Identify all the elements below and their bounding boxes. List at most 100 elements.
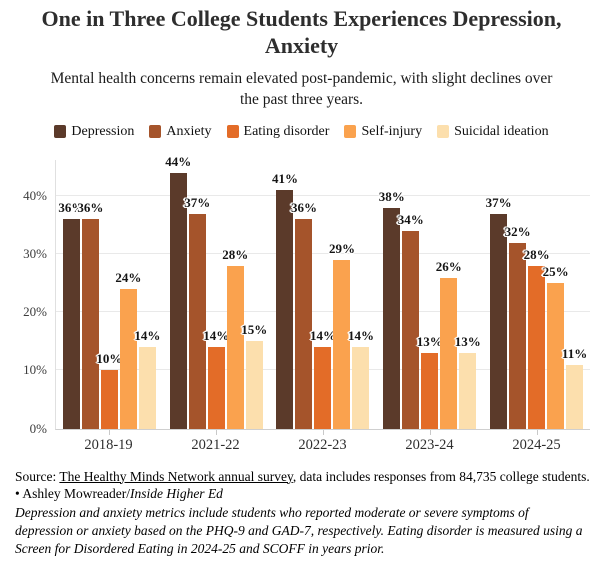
bar-eating-disorder-2023-24: 13% bbox=[417, 160, 443, 429]
bar-chart: 0% 10% 20% 30% 40% 36% 36% 10% 24% 14% 44% 37% 14% 28… bbox=[0, 154, 590, 454]
bar-value-label: 34% bbox=[397, 212, 424, 228]
bar-depression-2023-24: 38% bbox=[379, 160, 405, 429]
bar-depression-2018-19: 36% bbox=[58, 160, 84, 429]
x-axis-label-2024-25: 2024-25 bbox=[483, 429, 590, 454]
bar-rect-depression bbox=[62, 219, 80, 429]
legend-swatch-anxiety bbox=[149, 125, 162, 138]
bar-value-label: 36% bbox=[290, 200, 317, 216]
bar-rect-eating-disorder bbox=[207, 347, 225, 429]
legend-item-suicidal-ideation: Suicidal ideation bbox=[437, 123, 549, 140]
bar-depression-2021-22: 44% bbox=[165, 154, 191, 429]
bar-rect-depression bbox=[169, 173, 187, 429]
bar-eating-disorder-2021-22: 14% bbox=[203, 160, 229, 429]
bar-value-label: 36% bbox=[58, 200, 85, 216]
bar-value-label: 36% bbox=[77, 200, 104, 216]
source-link[interactable]: The Healthy Minds Network annual survey bbox=[59, 468, 293, 484]
bar-rect-suicidal-ideation bbox=[459, 353, 477, 429]
bar-rect-self-injury bbox=[119, 289, 137, 429]
bar-rect-suicidal-ideation bbox=[566, 364, 584, 429]
legend-label-eating-disorder: Eating disorder bbox=[243, 123, 330, 139]
legend: Depression Anxiety Eating disorder Self-inj… bbox=[0, 124, 603, 140]
chart-subtitle: Mental health concerns remain elevated p… bbox=[50, 69, 553, 108]
x-axis-tick bbox=[536, 429, 538, 435]
bar-suicidal-ideation-2018-19: 14% bbox=[134, 160, 160, 429]
bar-anxiety-2021-22: 37% bbox=[184, 160, 210, 429]
bar-self-injury-2022-23: 29% bbox=[329, 160, 355, 429]
bar-value-label: 14% bbox=[309, 328, 336, 344]
bar-eating-disorder-2024-25: 28% bbox=[524, 160, 550, 429]
bar-depression-2024-25: 37% bbox=[486, 160, 512, 429]
bar-anxiety-2018-19: 36% bbox=[77, 160, 103, 429]
bar-self-injury-2023-24: 26% bbox=[436, 160, 462, 429]
footer: Source: The Healthy Minds Network annual… bbox=[15, 468, 590, 558]
x-axis-tick bbox=[108, 429, 110, 435]
group-2018-19: 36% 36% 10% 24% 14% bbox=[56, 160, 163, 429]
bar-rect-self-injury bbox=[547, 283, 565, 429]
x-axis-tick bbox=[322, 429, 324, 435]
bar-rect-eating-disorder bbox=[314, 347, 332, 429]
bar-suicidal-ideation-2024-25: 11% bbox=[562, 160, 587, 429]
bar-suicidal-ideation-2021-22: 15% bbox=[241, 160, 267, 429]
bar-value-label: 28% bbox=[222, 246, 249, 262]
bar-suicidal-ideation-2022-23: 14% bbox=[348, 160, 374, 429]
bar-self-injury-2021-22: 28% bbox=[222, 160, 248, 429]
bar-rect-suicidal-ideation bbox=[245, 341, 263, 429]
bar-rect-suicidal-ideation bbox=[138, 347, 156, 429]
bar-self-injury-2024-25: 25% bbox=[543, 160, 569, 429]
bar-anxiety-2023-24: 34% bbox=[398, 160, 424, 429]
bar-value-label: 41% bbox=[271, 171, 298, 187]
bar-value-label: 37% bbox=[184, 194, 211, 210]
group-2021-22: 44% 37% 14% 28% 15% bbox=[163, 154, 270, 429]
group-2024-25: 37% 32% 28% 25% 11% bbox=[483, 160, 590, 429]
bar-value-label: 14% bbox=[347, 328, 374, 344]
x-axis-label-2022-23: 2022-23 bbox=[269, 429, 376, 454]
source-line: Source: The Healthy Minds Network annual… bbox=[15, 468, 590, 504]
bar-rect-self-injury bbox=[440, 277, 458, 429]
x-axis-label-2023-24: 2023-24 bbox=[376, 429, 483, 454]
legend-swatch-depression bbox=[54, 125, 67, 138]
bar-anxiety-2022-23: 36% bbox=[291, 160, 317, 429]
bar-depression-2022-23: 41% bbox=[272, 160, 298, 429]
bar-value-label: 11% bbox=[561, 345, 588, 361]
group-2023-24: 38% 34% 13% 26% 13% bbox=[376, 160, 483, 429]
legend-label-self-injury: Self-injury bbox=[361, 123, 423, 139]
bar-self-injury-2018-19: 24% bbox=[115, 160, 141, 429]
source-publication: Inside Higher Ed bbox=[129, 486, 223, 502]
bar-value-label: 25% bbox=[542, 264, 569, 280]
group-2022-23: 41% 36% 14% 29% 14% bbox=[270, 160, 377, 429]
bar-value-label: 32% bbox=[504, 223, 531, 239]
bar-rect-depression bbox=[276, 190, 294, 429]
legend-swatch-suicidal-ideation bbox=[437, 125, 450, 138]
legend-item-depression: Depression bbox=[54, 124, 134, 140]
gridline bbox=[56, 195, 590, 197]
legend-item-eating-disorder: Eating disorder bbox=[226, 123, 330, 140]
methodology-note: Depression and anxiety metrics include s… bbox=[15, 505, 583, 556]
bar-value-label: 26% bbox=[435, 258, 462, 274]
y-tick-label: 20% bbox=[23, 304, 47, 320]
bar-eating-disorder-2022-23: 14% bbox=[310, 160, 336, 429]
bar-rect-suicidal-ideation bbox=[352, 347, 370, 429]
y-tick-label: 10% bbox=[23, 362, 47, 378]
source-prefix: Source: bbox=[15, 468, 60, 484]
x-axis-tick bbox=[215, 429, 217, 435]
bar-rect-anxiety bbox=[295, 219, 313, 429]
bar-value-label: 29% bbox=[328, 241, 355, 257]
bar-rect-depression bbox=[490, 213, 508, 429]
x-axis-label-2021-22: 2021-22 bbox=[162, 429, 269, 454]
source-rest: , data includes responses from 84,735 co… bbox=[15, 468, 590, 502]
chart-card: One in Three College Students Experience… bbox=[0, 6, 603, 566]
bar-rect-eating-disorder bbox=[421, 353, 439, 429]
chart-title: One in Three College Students Experience… bbox=[41, 6, 562, 58]
y-tick-label: 0% bbox=[29, 420, 47, 436]
x-axis-label-2018-19: 2018-19 bbox=[55, 429, 162, 454]
bar-value-label: 37% bbox=[485, 194, 512, 210]
bar-rect-self-injury bbox=[226, 265, 244, 429]
legend-label-suicidal-ideation: Suicidal ideation bbox=[454, 123, 549, 139]
legend-swatch-self-injury bbox=[344, 125, 357, 138]
legend-label-depression: Depression bbox=[71, 123, 135, 139]
bar-value-label: 15% bbox=[241, 322, 268, 338]
bar-rect-anxiety bbox=[188, 213, 206, 429]
legend-swatch-eating-disorder bbox=[226, 125, 239, 138]
bar-value-label: 14% bbox=[134, 328, 161, 344]
x-axis-labels: 2018-19 2021-22 2022-23 2023-24 2024-25 bbox=[55, 429, 590, 454]
